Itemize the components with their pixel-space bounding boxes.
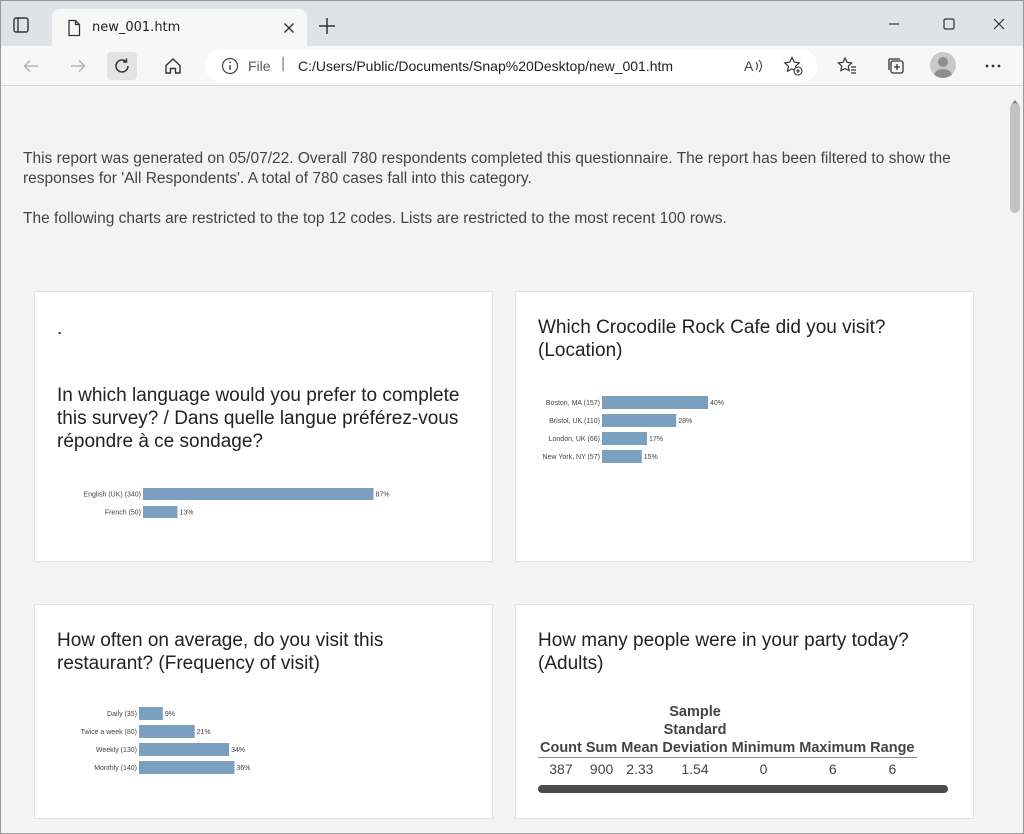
bar-value-label: 34%: [231, 747, 245, 754]
value-count: 387: [549, 761, 573, 777]
info-icon[interactable]: [221, 57, 239, 80]
address-separator: |: [281, 55, 286, 72]
language-chart: English (UK) (340) 87% French (50) 13%: [83, 488, 390, 518]
address-scheme: File: [248, 58, 271, 74]
svg-text:A: A: [744, 58, 754, 74]
bar-category-label: New York, NY (57): [543, 454, 600, 461]
scrollbar-thumb[interactable]: [1010, 103, 1020, 213]
favorites-icon[interactable]: [832, 52, 862, 80]
bar-category-label: Weekly (130): [96, 747, 137, 754]
bar-value-label: 21%: [197, 729, 211, 736]
bar-value-label: 9%: [165, 711, 175, 718]
value-sd: 1.54: [681, 761, 709, 777]
intro-restrictions-text: The following charts are restricted to t…: [23, 210, 727, 227]
bar-value-label: 15%: [644, 454, 658, 461]
card-dot: .: [57, 318, 63, 339]
header-sd-line1: Sample: [669, 704, 721, 720]
value-maximum: 6: [828, 761, 837, 777]
add-favorite-icon[interactable]: [782, 55, 804, 82]
card-frequency: How often on average, do you visit this …: [34, 604, 493, 819]
card-title: Which Crocodile Rock Cafe did you visit?…: [538, 317, 886, 361]
bar-category-label: London, UK (66): [549, 436, 600, 443]
bar-value-label: 13%: [179, 510, 193, 517]
card-adults: How many people were in your party today…: [515, 604, 974, 819]
bar-category-label: English (UK) (340): [83, 492, 141, 499]
page-scrollbar[interactable]: [1007, 87, 1023, 832]
new-tab-icon[interactable]: [316, 15, 338, 37]
header-sd-line3: Deviation: [662, 740, 728, 756]
header-maximum: Maximum: [797, 703, 869, 758]
card-title: How often on average, do you visit this …: [57, 630, 384, 674]
value-sum: 900: [589, 761, 614, 777]
close-window-icon[interactable]: [985, 10, 1013, 38]
bar-category-label: Daily (35): [107, 711, 137, 718]
bar: [602, 396, 708, 409]
header-minimum: Minimum: [729, 703, 798, 758]
forward-icon[interactable]: [63, 52, 93, 80]
bar: [602, 450, 642, 463]
bar-value-label: 40%: [710, 400, 724, 407]
header-sd-line2: Standard: [663, 722, 727, 738]
page-icon: [66, 19, 82, 42]
browser-toolbar: File | C:/Users/Public/Documents/Snap%20…: [0, 46, 1024, 86]
minimize-icon[interactable]: [880, 10, 908, 38]
bar-value-label: 87%: [376, 492, 390, 499]
maximize-icon[interactable]: [935, 10, 963, 38]
value-minimum: 0: [759, 761, 768, 777]
title-bar: new_001.htm: [0, 0, 1024, 47]
page-viewport: This report was generated on 05/07/22. O…: [1, 87, 1006, 832]
card-language: . In which language would you prefer to …: [34, 291, 493, 562]
bar-category-label: French (50): [105, 510, 141, 517]
refresh-icon[interactable]: [107, 52, 137, 80]
bar: [143, 506, 178, 518]
browser-tab[interactable]: new_001.htm: [52, 9, 307, 47]
collections-icon[interactable]: [881, 52, 911, 80]
bar-category-label: Twice a week (80): [81, 729, 137, 736]
address-url[interactable]: C:/Users/Public/Documents/Snap%20Desktop…: [298, 58, 674, 74]
bar: [139, 761, 235, 774]
close-tab-icon[interactable]: [281, 20, 297, 36]
value-mean: 2.33: [626, 761, 654, 777]
bar: [602, 414, 677, 427]
bar-category-label: Bristol, UK (110): [549, 418, 600, 425]
header-sd: Sample Standard Deviation: [660, 703, 730, 758]
stats-table: Count Sum Mean Sample Standard Deviation…: [538, 703, 917, 777]
bar-value-label: 17%: [649, 436, 663, 443]
card-title: In which language would you prefer to co…: [57, 385, 460, 452]
intro-generated-text: This report was generated on 05/07/22. O…: [23, 150, 951, 187]
location-chart: Boston, MA (157) 40% Bristol, UK (110) 28% L…: [543, 396, 724, 463]
profile-avatar[interactable]: [930, 52, 956, 78]
bar-value-label: 36%: [236, 765, 250, 772]
card-location: Which Crocodile Rock Cafe did you visit?…: [515, 291, 974, 562]
header-sum: Sum: [583, 703, 620, 758]
address-bar[interactable]: File | C:/Users/Public/Documents/Snap%20…: [205, 49, 817, 82]
read-aloud-icon[interactable]: A: [743, 56, 765, 81]
tab-actions-icon[interactable]: [10, 14, 32, 36]
header-range: Range: [868, 703, 917, 758]
card-title: How many people were in your party today…: [538, 630, 909, 674]
value-range: 6: [888, 761, 897, 777]
back-icon[interactable]: [16, 52, 46, 80]
more-options-icon[interactable]: [978, 52, 1008, 80]
bar: [602, 432, 648, 445]
bar-category-label: Boston, MA (157): [546, 400, 600, 407]
home-icon[interactable]: [158, 52, 188, 80]
bar-value-label: 28%: [678, 418, 692, 425]
bar-category-label: Monthly (140): [94, 765, 137, 772]
report-intro: This report was generated on 05/07/22. O…: [23, 149, 993, 249]
bar: [143, 488, 374, 500]
bar: [139, 743, 230, 756]
frequency-chart: Daily (35) 9% Twice a week (80) 21% Weekly (…: [81, 707, 250, 774]
table-row: 387 900 2.33 1.54 0 6 6: [538, 758, 917, 777]
header-mean: Mean: [619, 703, 661, 758]
tab-title: new_001.htm: [92, 20, 181, 35]
table-horizontal-scrollbar[interactable]: [538, 785, 948, 793]
bar: [139, 725, 195, 738]
bar: [139, 707, 163, 720]
header-count: Count: [538, 703, 584, 758]
